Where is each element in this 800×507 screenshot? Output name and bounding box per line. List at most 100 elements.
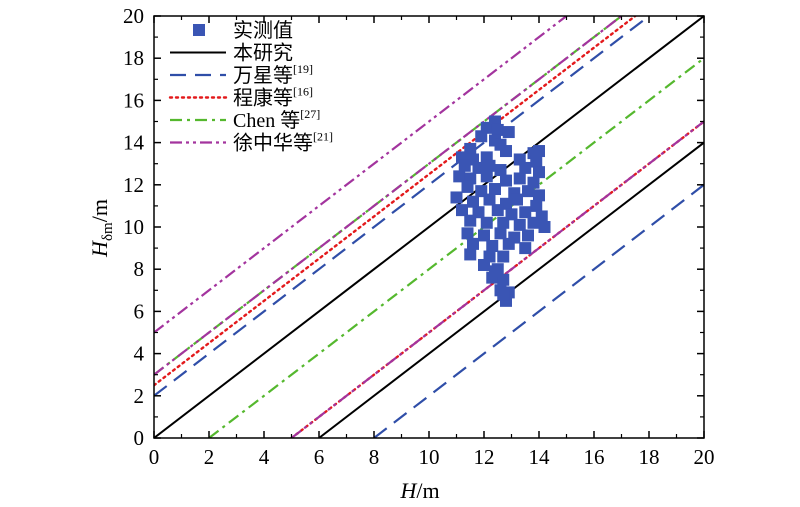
legend-label-ref: [27] [300, 107, 320, 121]
data-point [519, 206, 532, 219]
data-point [489, 265, 501, 278]
data-point [533, 145, 545, 158]
data-point [519, 161, 532, 174]
data-point [511, 193, 523, 206]
y-axis-label-sub: δm [100, 222, 116, 241]
data-point [491, 123, 504, 136]
y-tick-label: 8 [134, 257, 145, 281]
data-point [530, 155, 543, 168]
x-axis-label-main: H [399, 478, 417, 503]
legend-label: 程康等[16] [233, 85, 313, 110]
data-point [486, 239, 499, 252]
data-point [483, 159, 496, 172]
legend-label: 万星等[19] [233, 62, 313, 87]
series-line-3-1 [154, 16, 637, 387]
data-point [478, 229, 490, 242]
data-point [513, 218, 526, 231]
y-tick-label: 16 [123, 88, 144, 112]
x-axis-label-unit: /m [416, 478, 439, 503]
data-point [458, 159, 471, 172]
data-point [494, 227, 507, 240]
legend-label-ref: [16] [293, 85, 313, 99]
data-point [522, 185, 534, 198]
data-point [497, 250, 510, 263]
data-point [475, 130, 488, 143]
y-tick-label: 0 [134, 426, 145, 450]
y-tick-label: 14 [123, 131, 145, 155]
data-point [478, 258, 490, 271]
data-point [467, 195, 479, 208]
legend-label-ref: [21] [313, 130, 333, 144]
y-tick-label: 10 [123, 215, 144, 239]
legend-label: 实测值 [233, 19, 293, 42]
x-tick-label: 8 [369, 445, 380, 469]
data-point [527, 216, 540, 229]
legend-label-name: 实测值 [233, 19, 293, 42]
legend-item: 徐中华等[21] [170, 130, 333, 155]
data-point [467, 237, 479, 250]
data-point [500, 174, 512, 187]
series-line-2-1 [154, 16, 650, 397]
data-point [519, 242, 532, 255]
data-point [480, 170, 493, 183]
data-point [497, 288, 510, 301]
legend-item: Chen 等[27] [170, 107, 320, 132]
data-point [522, 229, 534, 242]
data-point [502, 126, 515, 139]
data-point [480, 216, 493, 229]
series-lines [154, 16, 704, 438]
legend-item: 程康等[16] [168, 85, 313, 110]
y-tick-labels: 0 2 4 6 8 10 12 14 16 18 20 [123, 4, 145, 450]
data-point [491, 204, 504, 217]
data-point [530, 199, 543, 212]
x-tick-label: 6 [314, 445, 325, 469]
data-point [456, 204, 468, 217]
y-tick-label: 18 [123, 46, 144, 70]
series-line-4-2 [208, 57, 704, 438]
legend-marker [193, 24, 205, 36]
y-tick-label: 2 [134, 384, 145, 408]
x-tick-label: 0 [149, 445, 160, 469]
x-tick-label: 2 [204, 445, 215, 469]
legend-label-name: 万星等 [233, 64, 293, 87]
x-tick-label: 18 [639, 445, 660, 469]
data-point [464, 214, 477, 227]
legend-label-name: 本研究 [233, 42, 293, 65]
legend-label: 徐中华等[21] [233, 130, 333, 155]
y-axis-label: Hδm/m [87, 199, 116, 258]
data-point [461, 227, 474, 240]
legend-item: 本研究 [170, 42, 293, 65]
data-point [538, 221, 551, 233]
data-point [533, 166, 545, 179]
legend-item: 实测值 [193, 19, 293, 42]
series-line-5-2 [154, 16, 623, 376]
legend-label-name: 徐中华等 [233, 132, 313, 155]
legend-item: 万星等[19] [170, 62, 313, 87]
x-tick-labels: 0 2 4 6 8 10 12 14 16 18 20 [149, 445, 715, 469]
data-point [461, 180, 474, 193]
data-point [453, 170, 466, 183]
x-tick-label: 10 [419, 445, 440, 469]
data-point [533, 189, 545, 202]
data-point [483, 193, 496, 206]
y-axis-label-main: H [87, 240, 112, 258]
x-tick-label: 16 [584, 445, 605, 469]
legend-label-ref: [19] [293, 62, 313, 76]
legend-label: Chen 等[27] [233, 107, 320, 132]
y-tick-label: 12 [123, 173, 144, 197]
x-tick-label: 14 [529, 445, 551, 469]
data-point [502, 237, 515, 250]
legend-label: 本研究 [233, 42, 293, 65]
x-tick-label: 20 [694, 445, 715, 469]
legend-label-name: 程康等 [233, 87, 293, 110]
data-point [494, 164, 507, 177]
x-tick-label: 12 [474, 445, 495, 469]
series-line-2-2 [373, 183, 704, 438]
series-line-1-1 [154, 16, 704, 438]
data-point [513, 172, 526, 185]
y-tick-label: 20 [123, 4, 144, 28]
data-markers [450, 115, 551, 307]
y-tick-label: 6 [134, 299, 145, 323]
